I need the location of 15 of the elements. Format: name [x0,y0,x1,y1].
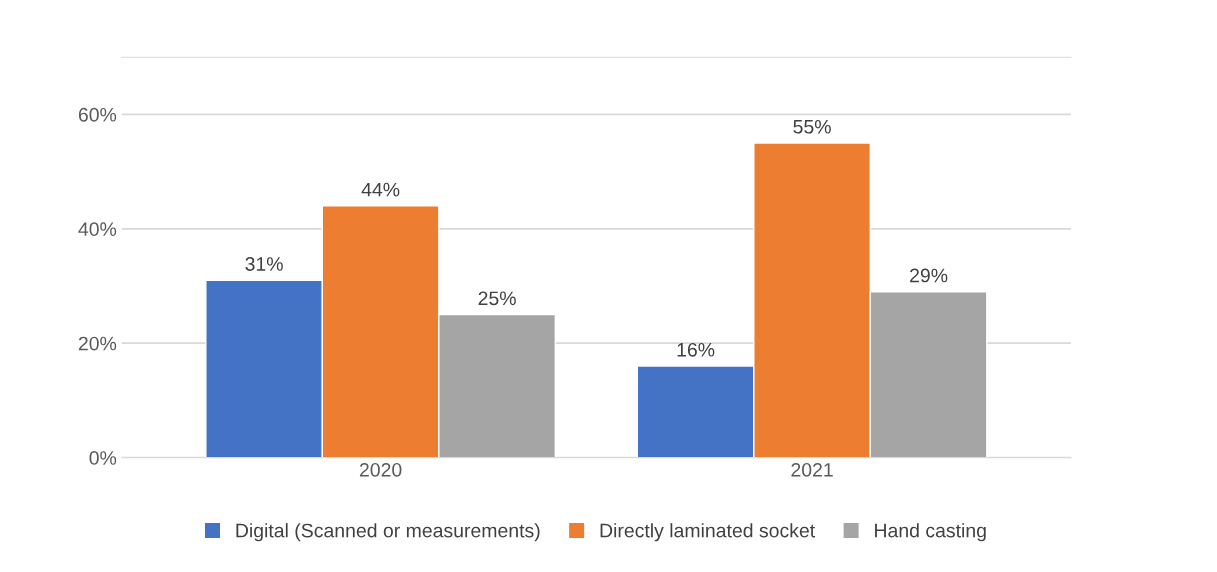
data-label: 55% [793,119,831,134]
x-tick-label: 2020 [359,462,402,477]
data-label: 29% [910,268,948,283]
data-label: 16% [677,342,715,357]
y-tick-label: 0% [89,451,117,465]
legend-label: Directly laminated socket [600,523,816,542]
data-label: 44% [361,182,400,197]
x-tick-label: 2021 [791,462,833,477]
legend-label: Hand casting [875,523,986,542]
y-tick-label: 40% [78,222,117,237]
y-tick-label: 20% [78,336,117,351]
data-label: 25% [478,291,516,306]
data-label: 31% [245,257,283,271]
legend-label: Digital (Scanned or measurements) [236,523,540,542]
y-tick-label: 60% [78,107,117,122]
